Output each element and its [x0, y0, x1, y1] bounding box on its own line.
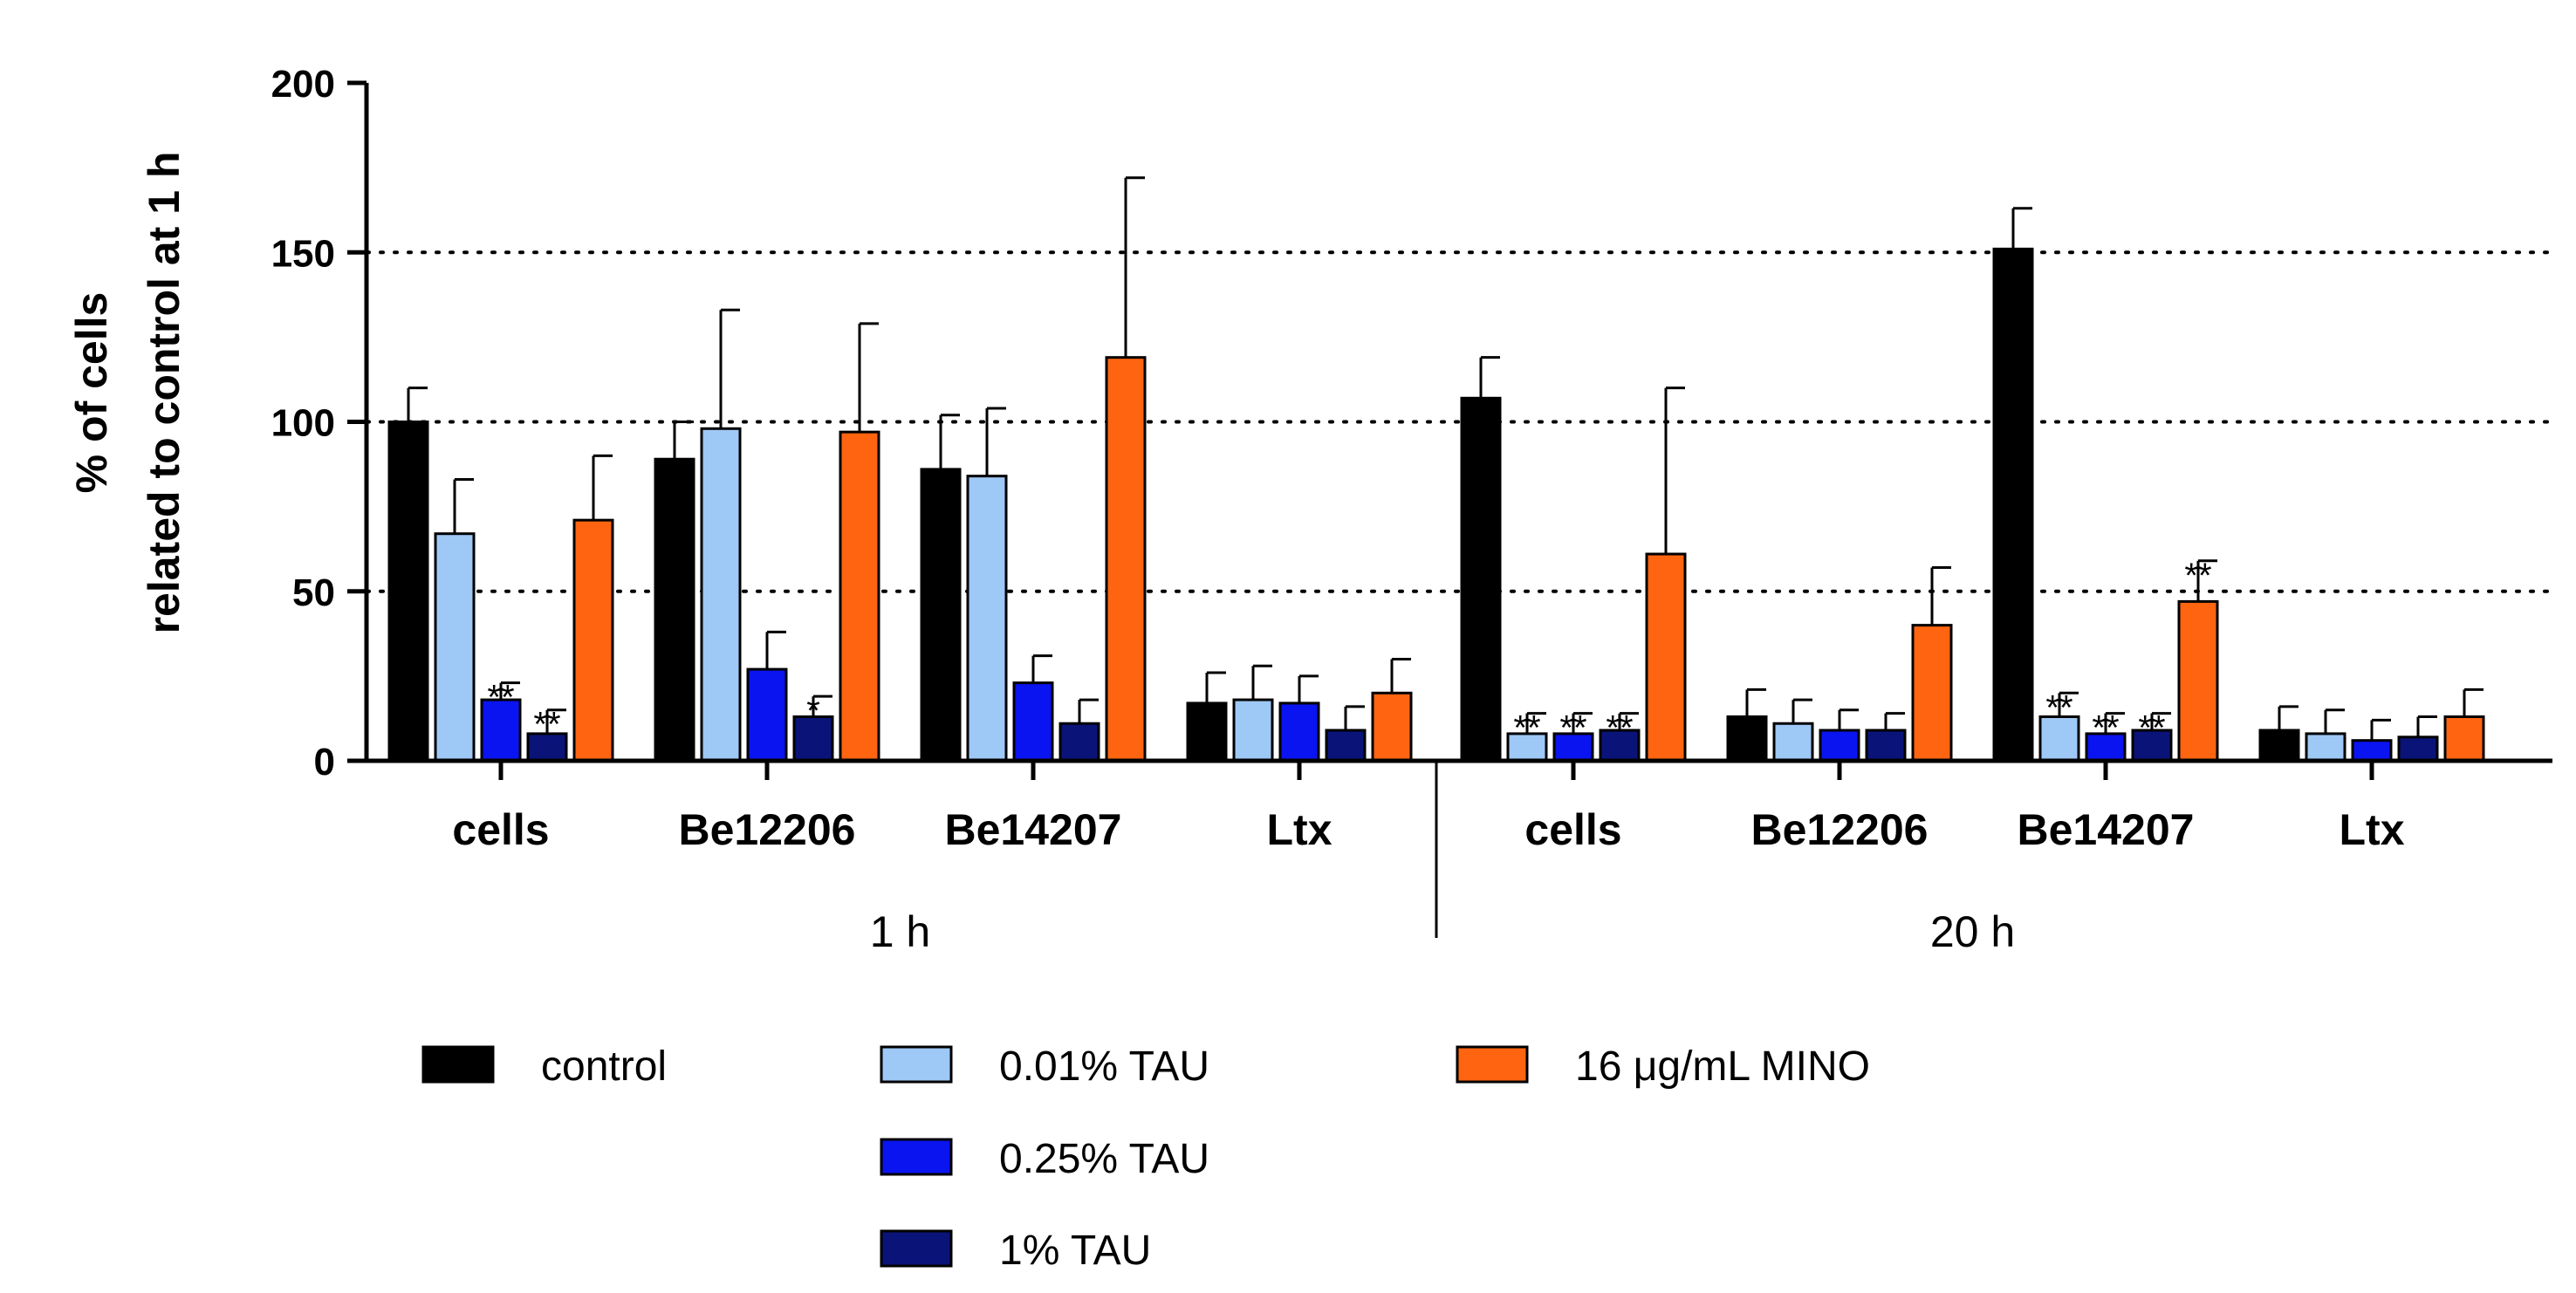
bar-1-tau-7 — [2397, 735, 2439, 763]
legend: control 0.01% TAU 16 μg/mL MINO 0.25% TAU 1%… — [421, 1043, 1870, 1274]
legend-swatch — [421, 1045, 495, 1084]
bar-0-25-tau-5 — [1819, 729, 1860, 763]
significance-mark: ** — [1559, 709, 1586, 748]
axes: 0 50 100 150 200 cells Be12206 Be14207 Ltx cells B… — [271, 63, 2552, 956]
x-category-label: Be12206 — [1751, 805, 1929, 854]
error-bars — [407, 176, 2484, 741]
group-label: 20 h — [1930, 907, 2015, 956]
axis-labels: % of cells related to control at 1 h — [67, 152, 188, 634]
bar-control-5 — [1726, 715, 1768, 763]
bar-16-g-ml-mino-3 — [1371, 691, 1413, 763]
significance-mark: ** — [2092, 709, 2119, 748]
legend-label: control — [541, 1043, 667, 1090]
significance-annotations: **** * ** ** ****** **** — [487, 557, 2211, 748]
x-category-label: Ltx — [1267, 805, 1333, 854]
bar-16-g-ml-mino-1 — [839, 430, 880, 763]
bar-control-6 — [1992, 247, 2034, 763]
bar-0-01-tau-7 — [2305, 732, 2346, 763]
bar-control-1 — [654, 457, 695, 763]
bar-control-2 — [920, 468, 962, 763]
bar-control-0 — [387, 421, 429, 763]
legend-swatch — [1456, 1045, 1529, 1084]
significance-mark: ** — [2045, 688, 2072, 727]
legend-swatch — [880, 1138, 953, 1176]
legend-swatch — [880, 1045, 953, 1084]
bar-0-01-tau-0 — [434, 532, 476, 763]
bar-16-g-ml-mino-5 — [1911, 624, 1953, 763]
bar-16-g-ml-mino-0 — [572, 518, 614, 763]
y-tick-label: 0 — [314, 741, 335, 783]
bar-0-25-tau-7 — [2351, 739, 2393, 763]
bar-0-25-tau-0 — [480, 698, 522, 763]
bar-1-tau-0 — [526, 732, 568, 763]
significance-mark: ** — [2138, 709, 2165, 748]
significance-mark: ** — [2184, 557, 2211, 595]
bar-0-01-tau-5 — [1772, 722, 1814, 763]
bar-16-g-ml-mino-2 — [1105, 356, 1147, 763]
y-tick-label: 150 — [271, 232, 335, 275]
significance-mark: * — [806, 692, 820, 730]
bar-0-25-tau-4 — [1552, 732, 1594, 763]
bars — [387, 247, 2485, 763]
legend-label: 1% TAU — [999, 1228, 1151, 1274]
bar-0-25-tau-3 — [1278, 701, 1320, 763]
bar-0-01-tau-1 — [700, 427, 742, 763]
bar-control-3 — [1186, 701, 1228, 763]
y-axis-label-line2: related to control at 1 h — [140, 152, 188, 634]
legend-label: 0.25% TAU — [999, 1136, 1209, 1182]
y-axis-label-line1: % of cells — [67, 292, 116, 494]
bar-control-7 — [2258, 729, 2300, 763]
x-category-label: Be12206 — [679, 805, 856, 854]
bar-0-01-tau-3 — [1232, 698, 1274, 763]
y-tick-label: 200 — [271, 63, 335, 106]
significance-mark: ** — [1606, 709, 1633, 748]
x-category-label: Be14207 — [945, 805, 1122, 854]
significance-mark: ** — [487, 679, 514, 717]
bar-0-25-tau-1 — [746, 667, 788, 763]
legend-label: 16 μg/mL MINO — [1575, 1043, 1870, 1090]
x-category-label: cells — [452, 805, 549, 854]
bar-1-tau-5 — [1865, 729, 1907, 763]
bar-1-tau-2 — [1058, 722, 1100, 763]
bar-1-tau-3 — [1325, 729, 1367, 763]
bar-1-tau-1 — [792, 715, 834, 763]
legend-label: 0.01% TAU — [999, 1043, 1209, 1090]
bar-16-g-ml-mino-4 — [1645, 552, 1687, 763]
bar-16-g-ml-mino-7 — [2443, 715, 2485, 763]
y-tick-label: 100 — [271, 402, 335, 445]
bar-0-01-tau-2 — [966, 475, 1008, 763]
significance-mark: ** — [533, 706, 560, 744]
x-category-label: Be14207 — [2018, 805, 2195, 854]
legend-swatch — [880, 1229, 953, 1268]
x-category-label: Ltx — [2340, 805, 2405, 854]
bar-0-25-tau-2 — [1012, 681, 1054, 763]
x-category-label: cells — [1524, 805, 1621, 854]
significance-mark: ** — [1513, 709, 1540, 748]
bar-control-4 — [1460, 396, 1502, 763]
bar-16-g-ml-mino-6 — [2177, 599, 2219, 763]
y-tick-label: 50 — [292, 571, 335, 614]
group-label: 1 h — [870, 907, 931, 956]
